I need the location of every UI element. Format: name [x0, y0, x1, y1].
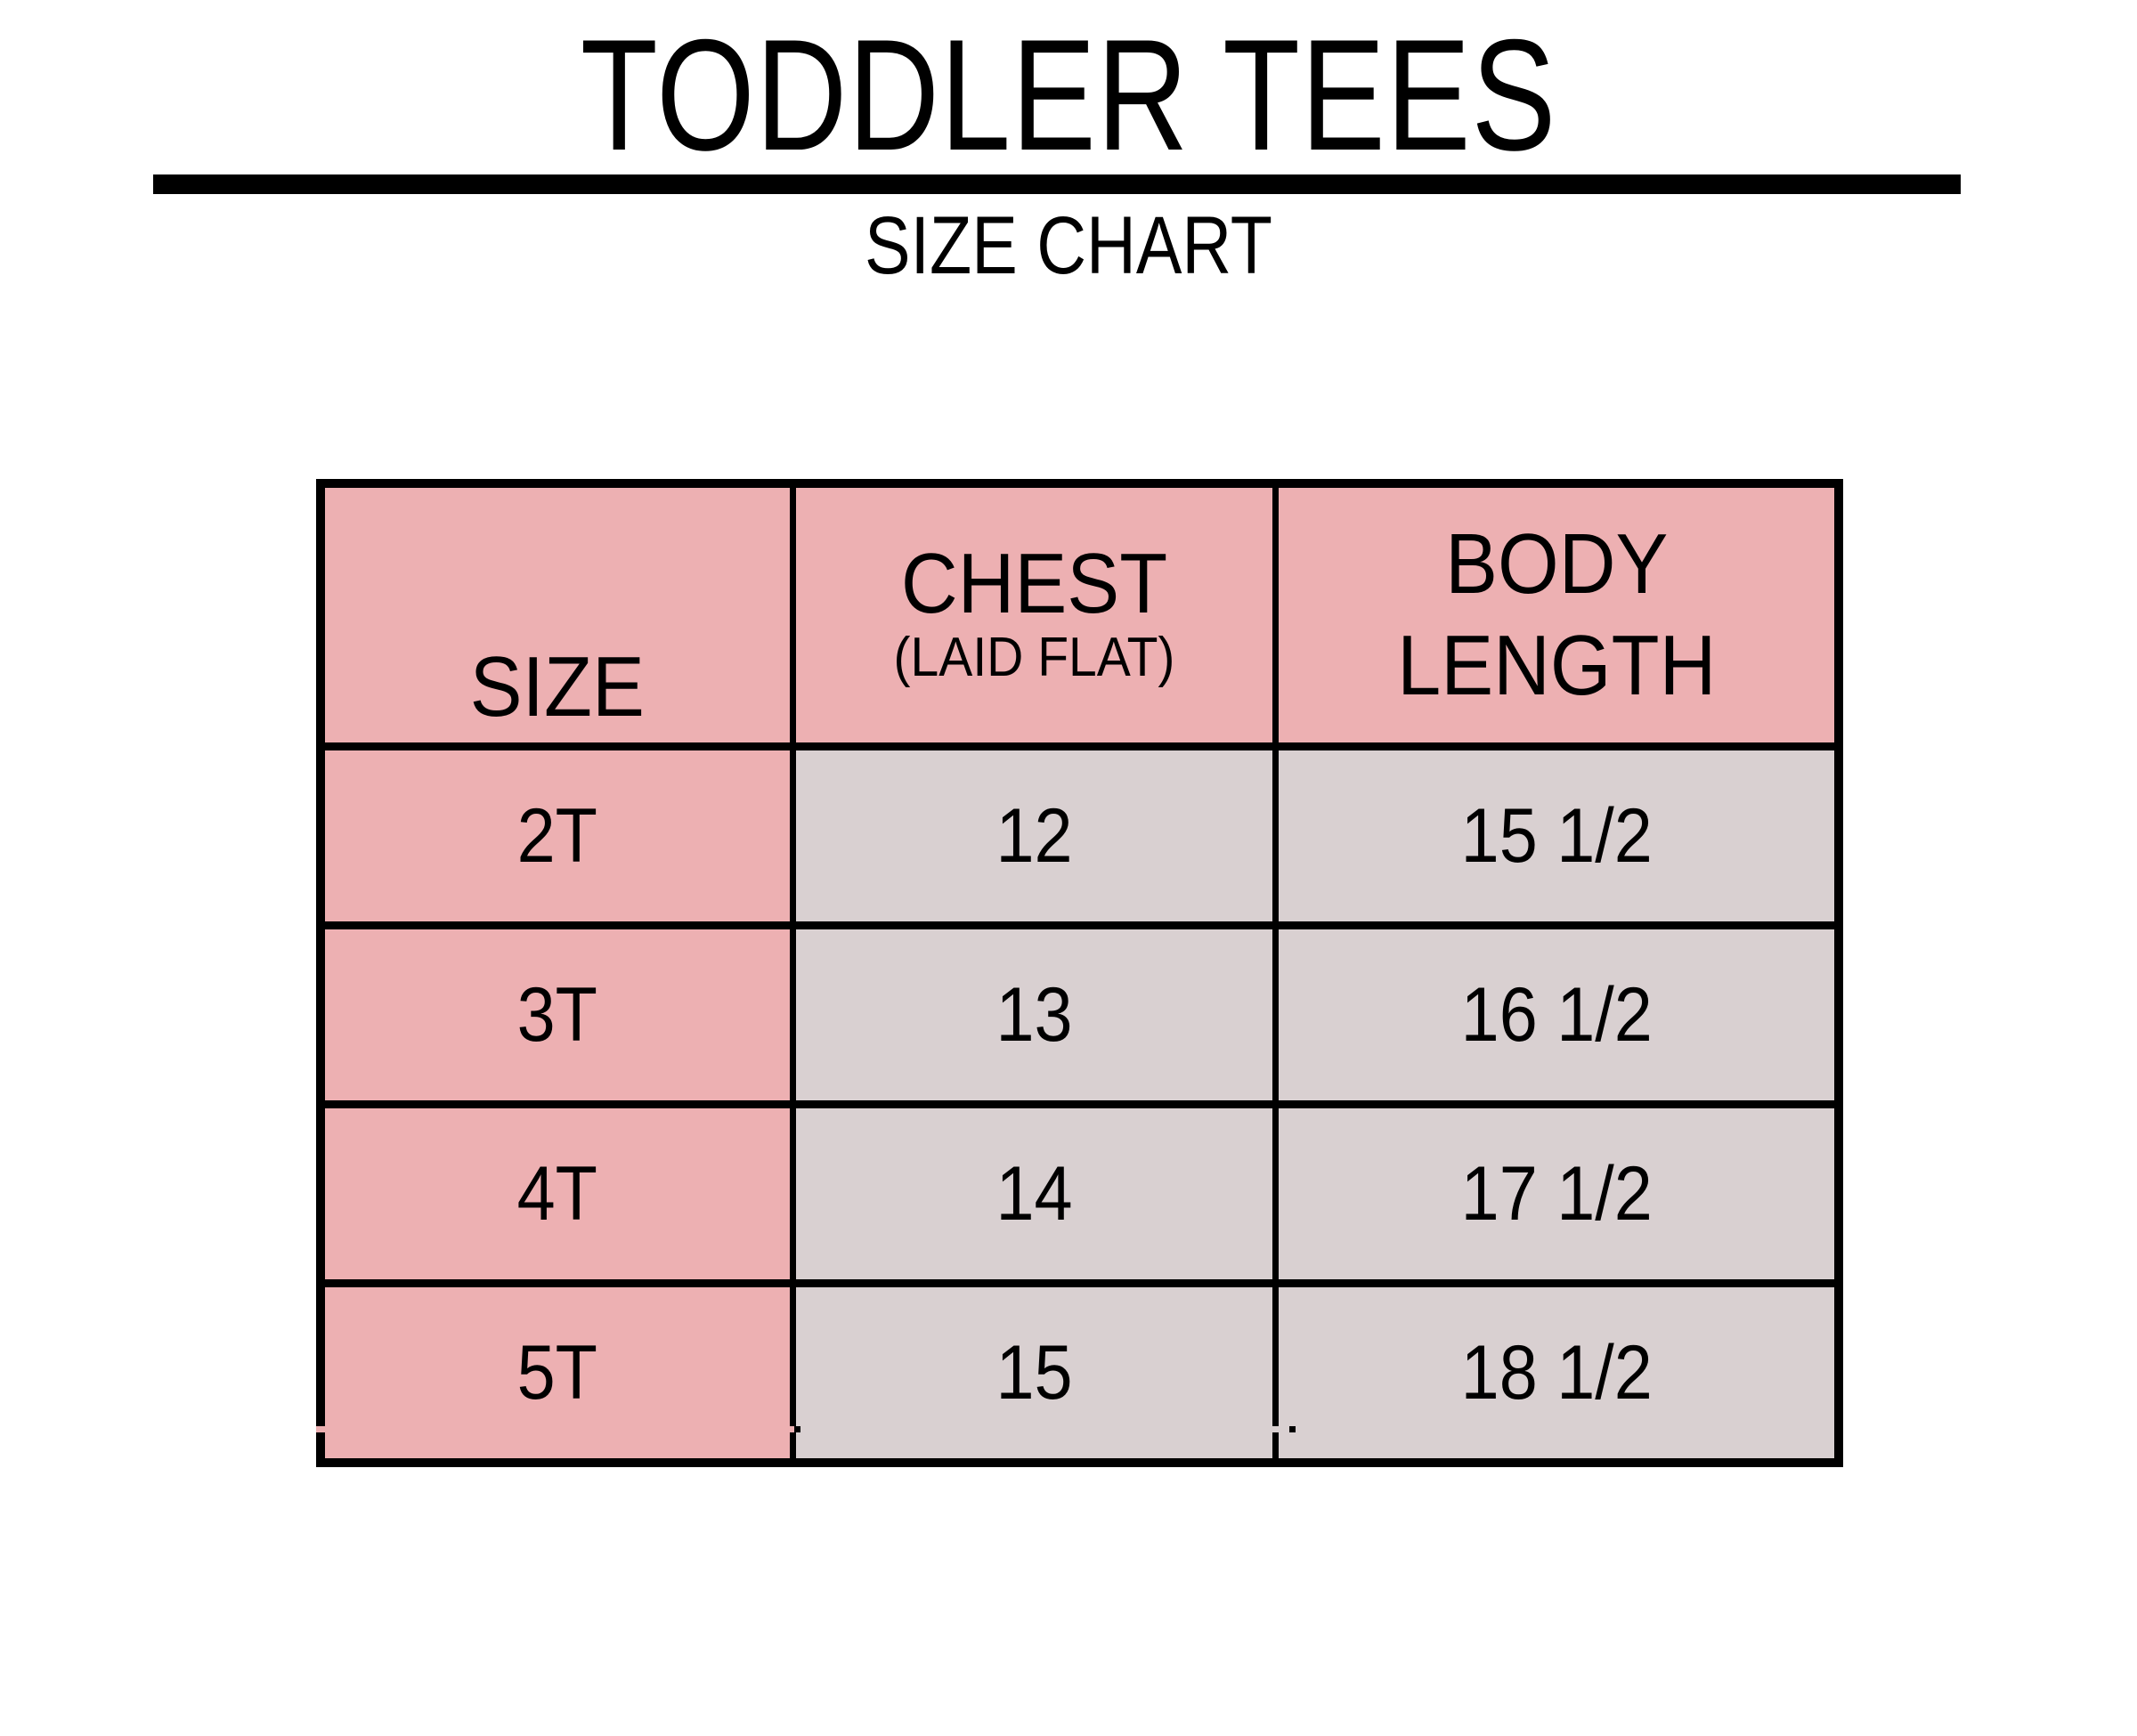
- table-bottom-clipped-row: [316, 1426, 1834, 1432]
- column-header-chest-sublabel: (LAID FLAT): [893, 627, 1174, 688]
- cell-size: 3T: [317, 921, 796, 1108]
- cell-body-length: 15 1/2: [1272, 742, 1842, 929]
- cell-chest-value: 13: [995, 972, 1073, 1058]
- cell-size: 2T: [317, 742, 796, 929]
- cell-body-length-value: 17 1/2: [1460, 1151, 1653, 1237]
- title-divider-rule: [153, 174, 1961, 194]
- cell-size-value: 5T: [516, 1330, 597, 1416]
- table-header-row: SIZE CHEST (LAID FLAT) BODY LENGTH: [317, 483, 1842, 750]
- cell-chest-value: 12: [995, 793, 1073, 879]
- clipped-cell-body-length: [1296, 1426, 1834, 1432]
- cell-chest: 14: [789, 1100, 1279, 1287]
- cell-chest: 13: [789, 921, 1279, 1108]
- column-header-body-length-stack: BODY LENGTH: [1279, 520, 1835, 710]
- table-row: 4T 14 17 1/2: [317, 1100, 1842, 1287]
- cell-body-length: 17 1/2: [1272, 1100, 1842, 1287]
- column-header-body-length-label-line2: LENGTH: [1396, 618, 1716, 713]
- cell-size-value: 4T: [516, 1151, 597, 1237]
- cell-size: 4T: [317, 1100, 796, 1287]
- cell-chest: 12: [789, 742, 1279, 929]
- clipped-cell-chest: [800, 1426, 1289, 1432]
- page-subtitle: SIZE CHART: [864, 200, 1273, 291]
- cell-chest-value: 15: [995, 1330, 1073, 1416]
- column-header-chest: CHEST (LAID FLAT): [789, 483, 1279, 750]
- cell-body-length-value: 18 1/2: [1460, 1330, 1653, 1416]
- cell-size-value: 2T: [516, 793, 597, 879]
- column-header-size: SIZE: [317, 483, 796, 750]
- cell-size-value: 3T: [516, 972, 597, 1058]
- column-header-chest-stack: CHEST (LAID FLAT): [796, 539, 1272, 691]
- clipped-divider: [1289, 1426, 1296, 1432]
- chart-header: TODDLER TEES SIZE CHART: [0, 0, 2137, 288]
- column-header-body-length-label-line1: BODY: [1444, 516, 1668, 612]
- column-header-chest-label: CHEST: [900, 536, 1167, 631]
- cell-body-length: 16 1/2: [1272, 921, 1842, 1108]
- cell-body-length: 18 1/2: [1272, 1279, 1842, 1463]
- table-row: 3T 13 16 1/2: [317, 921, 1842, 1108]
- clipped-divider: [794, 1426, 800, 1432]
- cell-size: 5T: [317, 1279, 796, 1463]
- table-row: 5T 15 18 1/2: [317, 1279, 1842, 1463]
- cell-body-length-value: 16 1/2: [1460, 972, 1653, 1058]
- table-row: 2T 12 15 1/2: [317, 742, 1842, 929]
- size-chart-table: SIZE CHEST (LAID FLAT) BODY LENGTH: [316, 479, 1843, 1467]
- clipped-cell-size: [316, 1426, 794, 1432]
- cell-chest-value: 14: [995, 1151, 1073, 1237]
- column-header-size-label: SIZE: [469, 639, 645, 734]
- cell-body-length-value: 15 1/2: [1460, 793, 1653, 879]
- cell-chest: 15: [789, 1279, 1279, 1463]
- page-title: TODDLER TEES: [580, 6, 1557, 183]
- column-header-body-length: BODY LENGTH: [1272, 483, 1842, 750]
- size-chart-table-container: SIZE CHEST (LAID FLAT) BODY LENGTH: [316, 479, 1843, 1467]
